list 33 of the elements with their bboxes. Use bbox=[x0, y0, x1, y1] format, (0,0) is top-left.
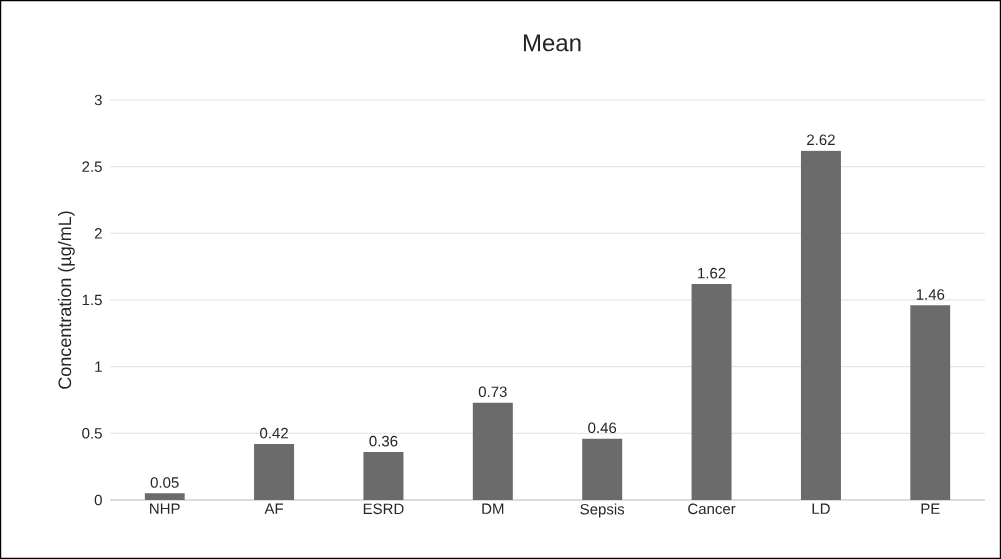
x-tick-label: AF bbox=[264, 503, 284, 514]
chart-title: Mean bbox=[523, 34, 581, 52]
y-tick-label: 2 bbox=[94, 228, 102, 239]
bar bbox=[472, 402, 513, 500]
data-label: 2.62 bbox=[807, 134, 835, 146]
bar bbox=[363, 451, 404, 500]
x-tick-label: NHP bbox=[150, 503, 180, 514]
data-label: 0.42 bbox=[260, 427, 288, 439]
data-label: 0.73 bbox=[478, 386, 507, 398]
bar bbox=[582, 438, 623, 500]
data-label: 1.62 bbox=[698, 267, 726, 279]
data-label: 1.46 bbox=[916, 289, 945, 300]
x-tick-label: DM bbox=[482, 503, 504, 514]
x-tick-label: Sepsis bbox=[580, 503, 625, 518]
bar bbox=[144, 493, 185, 500]
data-label: 0.05 bbox=[150, 477, 179, 488]
bar bbox=[910, 305, 951, 500]
data-label: 0.46 bbox=[588, 422, 617, 434]
bar bbox=[800, 150, 841, 500]
data-label: 0.36 bbox=[369, 435, 398, 447]
y-tick-label: 0 bbox=[94, 494, 102, 506]
y-axis-title: Concentration (µg/mL) bbox=[57, 211, 75, 389]
bar bbox=[254, 443, 295, 500]
x-tick-label: LD bbox=[812, 503, 830, 514]
x-tick-label: PE bbox=[921, 503, 940, 514]
y-tick-label: 1 bbox=[95, 361, 102, 372]
x-tick-label: Cancer bbox=[688, 503, 736, 515]
bar bbox=[691, 283, 732, 500]
x-tick-label: ESRD bbox=[363, 503, 404, 515]
y-tick-label: 3 bbox=[94, 94, 102, 106]
y-tick-label: 2.5 bbox=[82, 161, 102, 172]
y-tick-label: 0.5 bbox=[82, 428, 102, 439]
y-tick-label: 1.5 bbox=[82, 294, 102, 306]
